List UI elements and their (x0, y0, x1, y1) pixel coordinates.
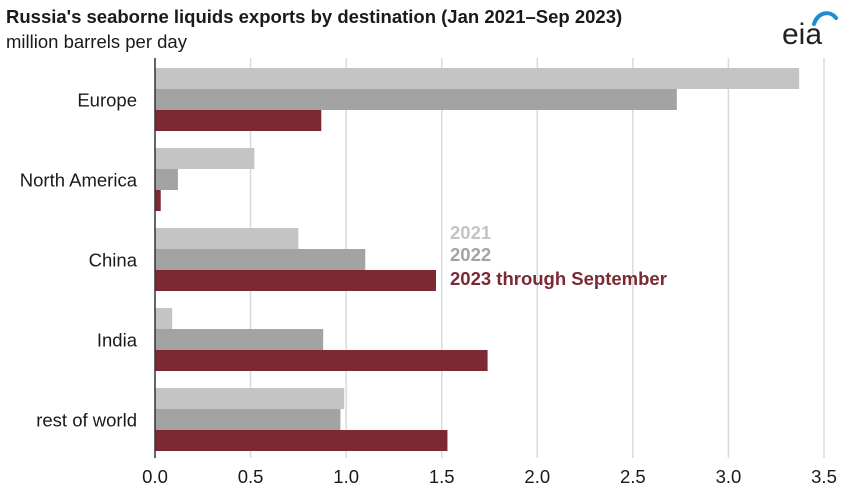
x-tick-label: 0.5 (238, 466, 264, 487)
eia-logo-arc-icon (812, 11, 838, 26)
eia-logo-text: eia (782, 18, 822, 50)
category-label: rest of world (36, 410, 137, 431)
bar-china-2021 (155, 228, 299, 249)
category-label: China (89, 250, 138, 271)
x-tick-label: 2.0 (524, 466, 550, 487)
category-label: India (97, 330, 138, 351)
bar-north-america-2021 (155, 148, 255, 169)
eia-logo: eia (782, 11, 838, 50)
bar-india-2022 (155, 329, 324, 350)
x-tick-label: 0.0 (142, 466, 168, 487)
bar-europe-2021 (155, 68, 800, 89)
legend-label-2022: 2022 (450, 244, 491, 265)
bar-rest-of-world-2023 (155, 430, 448, 451)
bar-north-america-2022 (155, 169, 178, 190)
legend-label-2021: 2021 (450, 222, 491, 243)
bar-north-america-2023 (155, 190, 161, 211)
chart-subtitle: million barrels per day (6, 31, 187, 52)
x-tick-label: 1.5 (429, 466, 455, 487)
x-tick-label: 1.0 (333, 466, 359, 487)
bar-china-2023 (155, 270, 436, 291)
category-label: North America (20, 170, 138, 191)
legend-label-2023: 2023 through September (450, 268, 667, 289)
bar-india-2023 (155, 350, 488, 371)
bar-rest-of-world-2022 (155, 409, 341, 430)
bar-europe-2022 (155, 89, 677, 110)
bar-china-2022 (155, 249, 366, 270)
x-tick-label: 3.5 (811, 466, 837, 487)
bar-europe-2023 (155, 110, 322, 131)
bar-rest-of-world-2021 (155, 388, 345, 409)
x-tick-label: 2.5 (620, 466, 646, 487)
x-tick-label: 3.0 (716, 466, 742, 487)
bar-india-2021 (155, 308, 173, 329)
chart-title: Russia's seaborne liquids exports by des… (6, 6, 623, 27)
category-label: Europe (77, 90, 137, 111)
